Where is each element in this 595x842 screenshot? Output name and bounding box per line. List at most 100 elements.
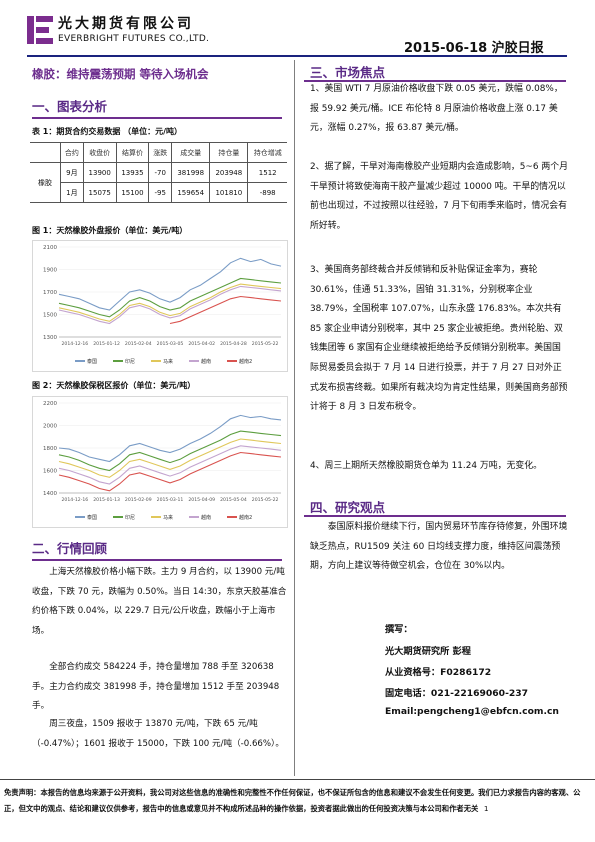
company-name-en: EVERBRIGHT FUTURES CO.,LTD. [58,34,210,44]
x-tick-label: 2015-05-04 [220,497,247,503]
x-tick-label: 2015-01-12 [93,341,120,347]
table-cell: 1512 [247,162,287,183]
focus-paragraph: 4、周三上期所天然橡胶期货仓单为 11.24 万吨，无变化。 [310,461,542,471]
company-name-cn: 光大期货有限公司 [58,16,194,32]
y-tick-label: 1300 [43,335,57,341]
page-number: 1 [483,803,489,813]
research-paragraph: 泰国原料报价继续下行，国内贸易环节库存待修复，外围环境缺乏热点，RU1509 关… [310,522,568,572]
series-line [58,283,282,322]
x-tick-label: 2015-03-11 [157,497,184,503]
legend-label: 越南2 [239,514,252,521]
table-cell: 15100 [115,182,150,203]
table-cell: 15075 [82,182,117,203]
series-line [58,414,282,463]
section-rule [32,117,282,119]
section-chart-analysis-title: 一、图表分析 [32,99,108,114]
focus-paragraph: 1、美国 WTI 7 月原油价格收盘下跌 0.05 美元，跌幅 0.08%，报 … [310,84,563,134]
series-line [58,277,282,318]
section-rule [304,80,566,82]
table-row: 橡胶 9月 13900 13935 -70 381998 203948 1512 [30,162,287,203]
legend-label: 泰国 [87,514,97,521]
series-line [58,451,282,492]
figure1-caption: 图 1：天然橡胶外盘报价（单位：美元/吨） [32,226,188,235]
header-rule [27,55,567,57]
x-tick-label: 2015-03-05 [157,341,184,347]
x-tick-label: 2015-04-02 [188,341,215,347]
table-header-cell: 持仓增减 [247,142,287,163]
review-paragraph: 周三夜盘，1509 报收于 13870 元/吨，下跌 65 元/吨（-0.47%… [32,719,284,749]
x-tick-label: 2014-12-16 [62,341,89,347]
legend-label: 印尼 [125,358,135,365]
legend-label: 越南 [201,514,211,521]
x-tick-label: 2015-05-22 [252,497,279,503]
series-line [58,285,282,325]
author-name: 光大期货研究所 彭程 [385,646,471,657]
y-tick-label: 1600 [43,469,57,475]
table-cell: 159654 [171,182,211,203]
x-tick-label: 2015-05-22 [252,341,279,347]
section-rule [32,559,282,561]
report-date-title: 2015-06-18 沪胶日报 [404,41,544,56]
legend-label: 印尼 [125,514,135,521]
section-market-review-title: 二、行情回顾 [32,541,108,556]
series-line [58,438,282,478]
footer-rule [0,779,595,780]
table-header-cell: 涨跌 [148,142,173,163]
legend-label: 马来 [163,514,173,521]
y-tick-label: 1400 [43,491,57,497]
table-cell: 13935 [115,162,150,183]
table-header-cell: 合约 [60,142,84,163]
review-paragraph: 上海天然橡胶价格小幅下跌。主力 9 月合约，以 13900 元/吨收盘，下跌 7… [32,567,287,636]
figure2-line-chart: 2200 2000 1800 1600 1400 2014-12-16 2015-01-13… [32,396,288,528]
disclaimer-text: 免责声明：本报告的信息均来源于公开资料，我公司对这些信息的准确性和完整性不作任何… [4,788,581,813]
table-row-label: 橡胶 [30,162,61,203]
table-cell: 1月 [60,182,84,203]
y-tick-label: 1500 [43,313,57,319]
author-label: 撰写： [385,624,413,635]
section-research-view-title: 四、研究观点 [310,500,386,515]
table-cell: 203948 [209,162,249,183]
table-cell: -898 [247,182,287,203]
table-header-cell: 收盘价 [82,142,117,163]
table-header-row: 合约 收盘价 结算价 涨跌 成交量 持仓量 持仓增减 [30,142,287,163]
author-phone: 固定电话：021-22169060-237 [385,688,529,699]
series-line [169,295,282,325]
table-cell: 101810 [209,182,249,203]
column-divider [294,60,295,776]
company-logo [27,16,53,44]
table-header-cell: 持仓量 [209,142,249,163]
legend-label: 泰国 [87,358,97,365]
table-corner [30,142,61,163]
y-tick-label: 2000 [43,424,57,430]
legend-label: 马来 [163,358,173,365]
focus-paragraph: 2、据了解，干旱对海南橡胶产业短期内会造成影响，5~6 两个月干旱预计将致使海南… [310,162,568,231]
report-title: 橡胶：维持震荡预期 等待入场机会 [32,67,209,81]
series-line [58,257,282,311]
legend-label: 越南2 [239,358,252,365]
x-tick-label: 2015-01-13 [93,497,120,503]
futures-data-table: 合约 收盘价 结算价 涨跌 成交量 持仓量 持仓增减 橡胶 9月 13900 1… [30,142,287,203]
y-tick-label: 2200 [43,401,57,407]
review-paragraph: 全部合约成交 584224 手，持仓量增加 788 手至 320638 手。主力… [32,662,280,711]
table-row: 1月 15075 15100 -95 159654 101810 -898 [30,182,287,203]
x-tick-label: 2015-04-28 [220,341,247,347]
x-tick-label: 2015-04-09 [188,497,215,503]
table-cell: 9月 [60,162,84,183]
x-tick-label: 2015-02-04 [125,341,152,347]
table-cell: -70 [148,162,173,183]
y-tick-label: 1800 [43,446,57,452]
author-email[interactable]: Email:pengcheng1@ebfcn.com.cn [385,706,559,717]
y-tick-label: 2100 [43,245,57,251]
author-cert: 从业资格号：F0286172 [385,667,492,678]
figure1-line-chart: 2100 1900 1700 1500 1300 2014-12-16 2015-01-12… [32,240,288,372]
y-tick-label: 1700 [43,290,57,296]
x-tick-label: 2015-02-09 [125,497,152,503]
table-header-cell: 结算价 [115,142,150,163]
x-tick-label: 2014-12-16 [62,497,89,503]
table-cell: -95 [148,182,173,203]
table-header-cell: 成交量 [171,142,211,163]
table-caption: 表 1：期货合约交易数据 （单位：元/吨） [32,127,183,136]
table-cell: 13900 [82,162,117,183]
section-rule [304,515,566,517]
series-line [58,445,282,485]
